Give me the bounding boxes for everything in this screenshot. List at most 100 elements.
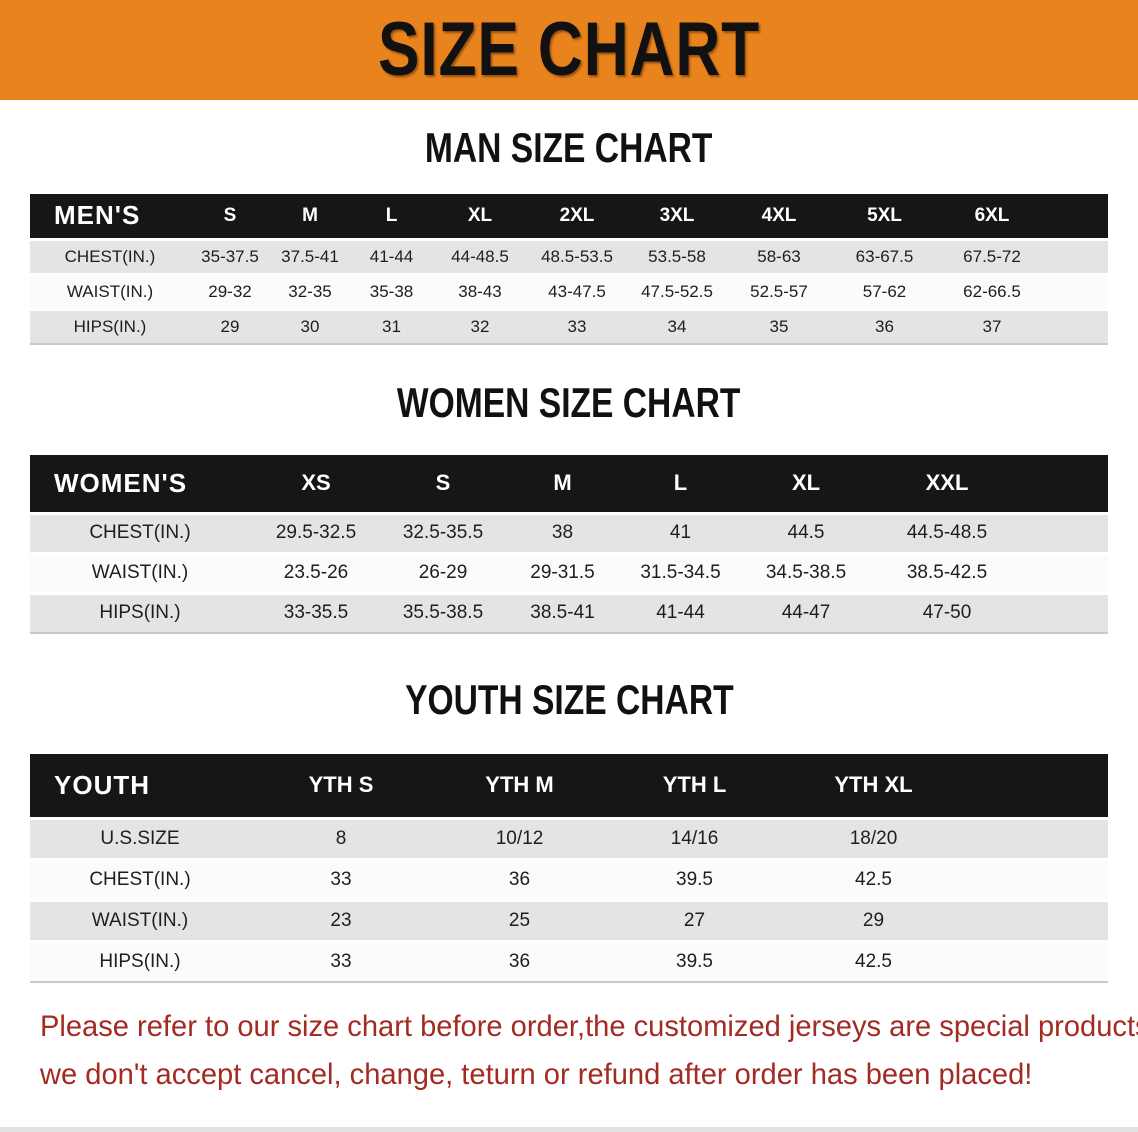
size-cell: 39.5 — [676, 868, 713, 890]
size-cell: 41 — [669, 522, 692, 543]
youth-size-col: YTH S — [308, 772, 374, 798]
size-cell: 23 — [330, 909, 352, 931]
men-size-col: 3XL — [659, 204, 695, 226]
size-cell: 29-32 — [208, 281, 252, 301]
size-cell: 32-35 — [288, 281, 332, 301]
size-cell: 36 — [875, 316, 894, 336]
filler-cell — [1046, 309, 1108, 344]
disclaimer-line-1: Please refer to our size chart before or… — [40, 1010, 1138, 1043]
size-cell: 38.5-41 — [530, 602, 595, 624]
size-cell: 57-62 — [862, 281, 907, 301]
youth-size-table: YOUTH YTH S YTH M YTH L YTH XL U.S.SIZE … — [30, 754, 1108, 983]
men-size-table: MEN'S S M L XL 2XL 3XL 4XL 5XL 6XL CHEST… — [30, 194, 1108, 345]
disclaimer-note: Please refer to our size chart before or… — [40, 1003, 1138, 1099]
row-label: CHEST(IN.) — [89, 522, 191, 543]
size-cell: 37.5-41 — [281, 246, 339, 266]
size-cell: 10/12 — [495, 827, 544, 849]
filler-cell — [1046, 274, 1108, 309]
men-size-col: 4XL — [761, 204, 797, 226]
size-cell: 41-44 — [656, 602, 705, 624]
size-cell: 14/16 — [670, 827, 719, 849]
row-label: WAIST(IN.) — [91, 562, 189, 583]
row-label: CHEST(IN.) — [64, 246, 156, 266]
row-label: HIPS(IN.) — [99, 950, 181, 972]
youth-section-title: YOUTH SIZE CHART — [404, 676, 734, 723]
table-row: CHEST(IN.) 33 36 39.5 42.5 — [30, 859, 1108, 900]
table-row: HIPS(IN.) 29 30 31 32 33 34 35 36 37 — [30, 309, 1108, 344]
size-cell: 35 — [769, 316, 789, 336]
table-row: HIPS(IN.) 33 36 39.5 42.5 — [30, 941, 1108, 982]
men-size-col: L — [385, 204, 398, 226]
table-row: WAIST(IN.) 29-32 32-35 35-38 38-43 43-47… — [30, 274, 1108, 309]
size-cell: 30 — [300, 316, 320, 336]
size-cell: 48.5-53.5 — [541, 246, 613, 266]
men-header-row: MEN'S S M L XL 2XL 3XL 4XL 5XL 6XL — [30, 194, 1108, 239]
size-cell: 29-31.5 — [530, 562, 595, 583]
size-cell: 29 — [862, 909, 885, 931]
row-label: HIPS(IN.) — [73, 316, 147, 336]
row-label: WAIST(IN.) — [66, 281, 154, 301]
table-row: CHEST(IN.) 35-37.5 37.5-41 41-44 44-48.5… — [30, 239, 1108, 274]
row-label: WAIST(IN.) — [91, 909, 189, 931]
men-filler-col — [1046, 194, 1108, 239]
filler-cell — [965, 941, 1108, 982]
women-size-table: WOMEN'S XS S M L XL XXL CHEST(IN.) 29.5-… — [30, 455, 1108, 634]
size-cell: 38 — [551, 522, 574, 543]
youth-header-row: YOUTH YTH S YTH M YTH L YTH XL — [30, 754, 1108, 818]
table-row: U.S.SIZE 8 10/12 14/16 18/20 — [30, 818, 1108, 859]
filler-cell — [965, 818, 1108, 859]
size-cell: 26-29 — [418, 562, 468, 583]
women-size-col: L — [673, 470, 688, 496]
size-cell: 31.5-34.5 — [640, 562, 721, 583]
size-cell: 33 — [567, 316, 587, 336]
size-cell: 44-48.5 — [451, 246, 509, 266]
size-cell: 52.5-57 — [750, 281, 808, 301]
size-cell: 41-44 — [369, 246, 414, 266]
filler-cell — [965, 859, 1108, 900]
men-size-col: 6XL — [974, 204, 1010, 226]
size-cell: 29.5-32.5 — [275, 522, 357, 543]
filler-cell — [1022, 553, 1108, 593]
youth-size-col: YTH XL — [834, 772, 913, 798]
row-label: HIPS(IN.) — [99, 602, 181, 624]
table-row: WAIST(IN.) 23 25 27 29 — [30, 900, 1108, 941]
size-cell: 33 — [330, 868, 352, 890]
banner-title: SIZE CHART — [377, 7, 761, 92]
size-cell: 38.5-42.5 — [906, 562, 988, 583]
filler-cell — [1046, 239, 1108, 274]
size-cell: 44.5-48.5 — [906, 522, 988, 543]
women-size-col: S — [435, 470, 451, 496]
size-cell: 58-63 — [757, 246, 801, 266]
filler-cell — [965, 900, 1108, 941]
size-cell: 34.5-38.5 — [765, 562, 847, 583]
table-row: WAIST(IN.) 23.5-26 26-29 29-31.5 31.5-34… — [30, 553, 1108, 593]
men-size-col: 2XL — [559, 204, 595, 226]
table-row: CHEST(IN.) 29.5-32.5 32.5-35.5 38 41 44.… — [30, 513, 1108, 553]
size-cell: 42.5 — [855, 868, 892, 890]
size-cell: 53.5-58 — [648, 246, 706, 266]
size-cell: 35-38 — [369, 281, 414, 301]
men-size-col: 5XL — [867, 204, 902, 226]
men-size-col: M — [302, 204, 318, 226]
women-size-col: XS — [301, 470, 331, 496]
men-corner-label: MEN'S — [54, 200, 141, 231]
men-size-col: S — [223, 204, 237, 226]
size-cell: 18/20 — [849, 827, 898, 849]
size-cell: 44-47 — [781, 602, 831, 624]
disclaimer-line-2: we don't accept cancel, change, teturn o… — [40, 1058, 1033, 1091]
size-cell: 47-50 — [922, 602, 972, 624]
youth-size-col: YTH L — [662, 772, 727, 798]
row-label: U.S.SIZE — [100, 827, 180, 849]
youth-size-col: YTH M — [485, 772, 554, 798]
size-cell: 27 — [683, 909, 706, 931]
size-cell: 67.5-72 — [963, 246, 1021, 266]
size-cell: 32 — [470, 316, 490, 336]
size-cell: 35.5-38.5 — [402, 602, 484, 624]
row-label: CHEST(IN.) — [89, 868, 191, 890]
women-header-row: WOMEN'S XS S M L XL XXL — [30, 455, 1108, 513]
size-cell: 29 — [220, 316, 240, 336]
size-cell: 33-35.5 — [283, 602, 349, 624]
size-cell: 44.5 — [787, 522, 825, 543]
table-row: HIPS(IN.) 33-35.5 35.5-38.5 38.5-41 41-4… — [30, 593, 1108, 633]
size-cell: 23.5-26 — [283, 562, 349, 583]
